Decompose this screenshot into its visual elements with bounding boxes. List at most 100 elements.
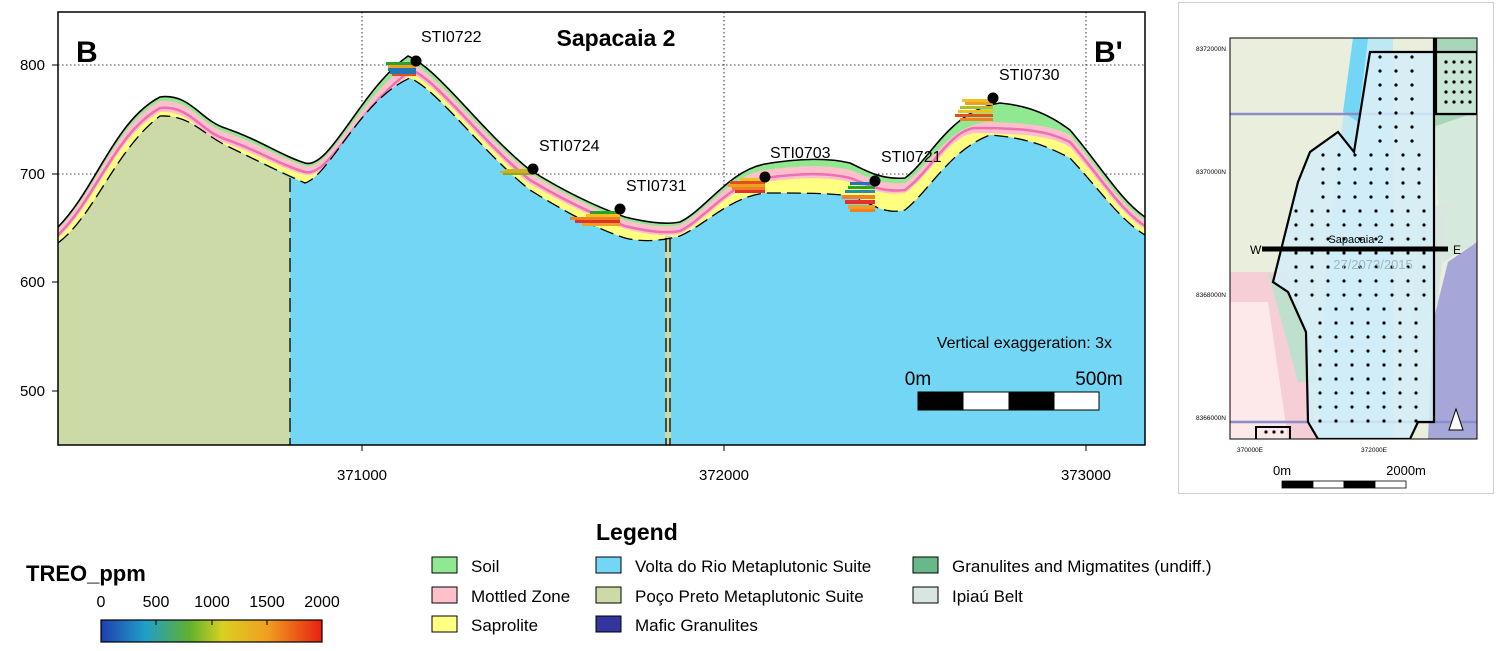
collar-sti0724[interactable] xyxy=(527,163,539,175)
drillhole-dot xyxy=(1444,80,1448,84)
drillhole-dot xyxy=(1452,90,1456,94)
drillhole-dot xyxy=(1385,195,1389,199)
section-frame xyxy=(57,11,1146,446)
drillhole-dot xyxy=(1310,223,1314,227)
drillhole-dot xyxy=(1294,237,1298,241)
drillhole-dot xyxy=(1406,265,1410,269)
drillhole-dot xyxy=(1406,279,1410,283)
drillhole-dot xyxy=(1398,349,1402,353)
map-mafic-unit xyxy=(1428,242,1477,439)
drillhole-dot xyxy=(1394,111,1398,115)
drillhole-dot xyxy=(1401,181,1405,185)
drillhole-dot xyxy=(1318,349,1322,353)
map-scale-bar xyxy=(1281,480,1407,489)
drillhole-dot xyxy=(1444,90,1448,94)
legend-swatch xyxy=(912,586,939,604)
drillhole-dot xyxy=(1460,100,1464,104)
drillhole-dot xyxy=(1390,251,1394,255)
drillhole-dot xyxy=(1444,100,1448,104)
collar-sti0721[interactable] xyxy=(869,175,881,187)
map-watermark: 27/2073/2015 xyxy=(1333,257,1413,272)
drillhole-dot xyxy=(1394,55,1398,59)
drillhole-dot xyxy=(1382,349,1386,353)
drillhole-dot xyxy=(1406,293,1410,297)
y-tick-label: 600 xyxy=(20,274,45,291)
drillhole-dot xyxy=(1358,223,1362,227)
drillhole-dot xyxy=(1414,377,1418,381)
drillhole-dots xyxy=(1264,55,1472,434)
drillhole-dot xyxy=(1342,251,1346,255)
drillhole-dot xyxy=(1294,209,1298,213)
drillhole-dot xyxy=(1353,153,1357,157)
drillhole-dot xyxy=(1382,377,1386,381)
drillhole-dot xyxy=(1410,111,1414,115)
drillhole-dot xyxy=(1374,251,1378,255)
drillhole-dot xyxy=(1394,139,1398,143)
drillhole-dot xyxy=(1366,363,1370,367)
drillhole-dot xyxy=(1358,293,1362,297)
drillhole-dot xyxy=(1398,307,1402,311)
drillhole-dot xyxy=(1417,181,1421,185)
section-scale-bar xyxy=(917,391,1100,411)
collar-sti0730[interactable] xyxy=(987,92,999,104)
drillhole-dot xyxy=(1358,265,1362,269)
drillhole-label: STI0731 xyxy=(626,178,687,195)
assay-bars-sti0703 xyxy=(728,178,765,193)
drillhole-dot xyxy=(1353,181,1357,185)
drillhole-label: STI0724 xyxy=(539,138,600,155)
drillhole-dot xyxy=(1422,251,1426,255)
legend-item: Ipiaú Belt xyxy=(912,586,1023,606)
contact-lines xyxy=(58,77,1145,445)
drillhole-label: STI0703 xyxy=(770,145,831,162)
drillhole-dot xyxy=(1353,167,1357,171)
drillhole-dot xyxy=(1394,69,1398,73)
drillhole-dot xyxy=(1334,419,1338,423)
colorbar-ticks: 0 500 1000 1500 2000 xyxy=(97,594,340,611)
drillhole-dot xyxy=(1390,265,1394,269)
map-y-tick-label: 8368000N xyxy=(1196,292,1226,299)
drillhole-dot xyxy=(1378,83,1382,87)
collar-sti0722[interactable] xyxy=(410,55,422,67)
drillhole-dot xyxy=(1452,100,1456,104)
drillhole-dot xyxy=(1334,391,1338,395)
drillhole-dot xyxy=(1374,209,1378,213)
drillhole-dot xyxy=(1468,60,1472,64)
collar-sti0703[interactable] xyxy=(759,171,771,183)
fault-block xyxy=(665,236,671,445)
legend-swatch xyxy=(912,556,939,574)
drillhole-dot xyxy=(1444,60,1448,64)
drillhole-dot xyxy=(1337,167,1341,171)
drillhole-dot xyxy=(1374,293,1378,297)
map-scale-start: 0m xyxy=(1273,463,1291,478)
drillhole-dot xyxy=(1321,181,1325,185)
map-x-tick-label: 372000E xyxy=(1361,447,1388,454)
drillhole-dot xyxy=(1394,125,1398,129)
drillhole-dot xyxy=(1369,153,1373,157)
legend-items: Soil Mottled Zone Saprolite Volta do Rio… xyxy=(431,556,1212,635)
drillhole-dot xyxy=(1326,279,1330,283)
legend-swatch xyxy=(431,556,458,574)
drillhole-dot xyxy=(1334,377,1338,381)
drillhole-dot xyxy=(1468,100,1472,104)
drillhole-dot xyxy=(1468,90,1472,94)
section-end-label: B' xyxy=(1094,36,1123,69)
drillhole-dot xyxy=(1414,335,1418,339)
drillhole-dot xyxy=(1366,335,1370,339)
drillhole-dot xyxy=(1385,181,1389,185)
map-x-ticks: 370000E 372000E xyxy=(1237,447,1388,454)
drillhole-dot xyxy=(1382,405,1386,409)
legend-swatch xyxy=(595,615,622,633)
x-tick-label: 372000 xyxy=(699,467,749,484)
collar-sti0731[interactable] xyxy=(614,203,626,215)
drillhole-dot xyxy=(1272,430,1276,434)
drillhole-dot xyxy=(1390,279,1394,283)
map-y-tick-label: 8370000N xyxy=(1196,169,1226,176)
drillhole-dot xyxy=(1390,237,1394,241)
drillhole-dot xyxy=(1401,153,1405,157)
drillhole-dot xyxy=(1342,265,1346,269)
drillhole-dot xyxy=(1366,321,1370,325)
drillhole-dot xyxy=(1280,430,1284,434)
legend-item: Granulites and Migmatites (undiff.) xyxy=(912,556,1212,576)
drillhole-dot xyxy=(1378,139,1382,143)
drillhole-dot xyxy=(1337,181,1341,185)
